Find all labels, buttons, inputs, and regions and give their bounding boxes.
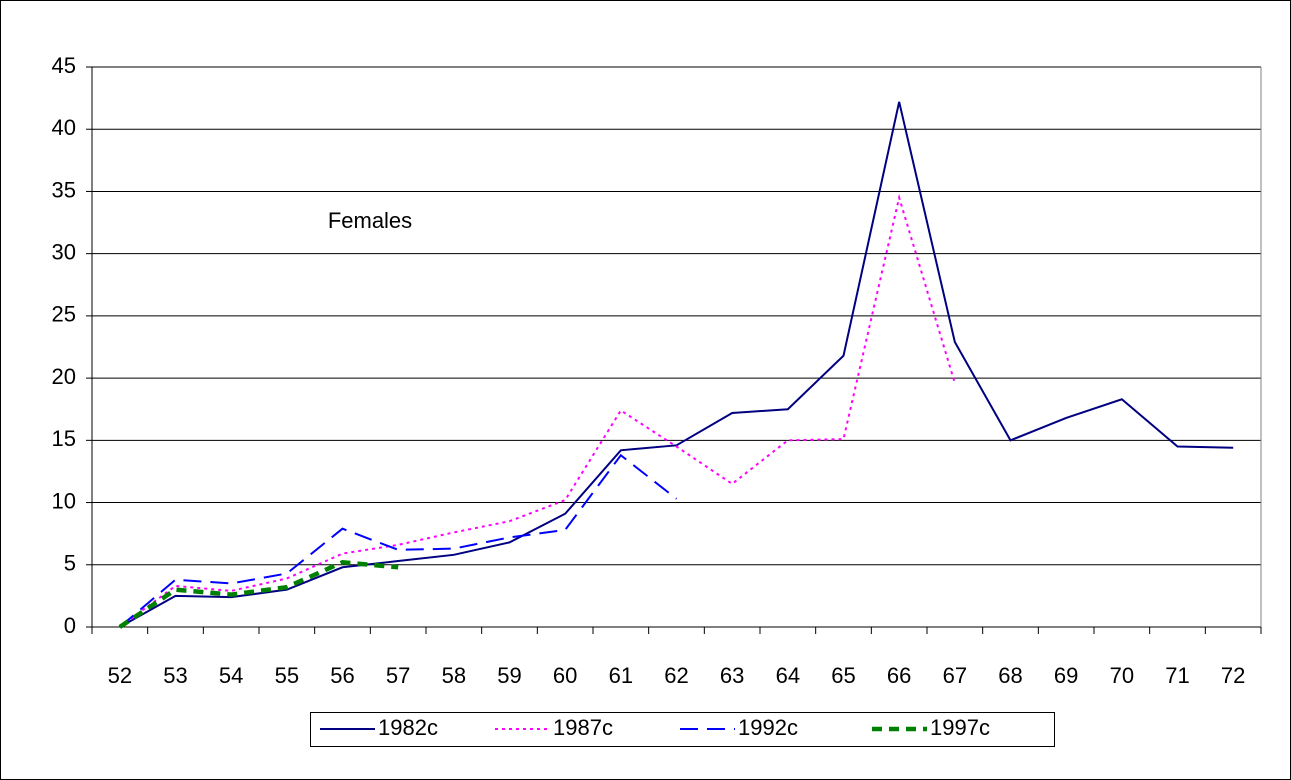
- legend-box: [310, 712, 1055, 747]
- x-tick-label: 72: [1221, 663, 1245, 688]
- x-tick-label: 60: [553, 663, 577, 688]
- x-tick-label: 56: [330, 663, 354, 688]
- x-tick-label: 65: [831, 663, 855, 688]
- x-tick-label: 64: [776, 663, 800, 688]
- x-tick-label: 55: [275, 663, 299, 688]
- y-tick-label: 35: [52, 177, 76, 202]
- x-tick-label: 59: [497, 663, 521, 688]
- y-tick-label: 10: [52, 488, 76, 513]
- x-tick-label: 58: [442, 663, 466, 688]
- x-tick-label: 71: [1165, 663, 1189, 688]
- y-tick-label: 15: [52, 426, 76, 451]
- legend-label: 1992c: [738, 715, 798, 740]
- series-line: [119, 193, 956, 628]
- x-tick-label: 66: [887, 663, 911, 688]
- x-tick-label: 70: [1110, 663, 1134, 688]
- series-line: [119, 101, 1234, 628]
- x-tick-label: 67: [943, 663, 967, 688]
- y-tick-label: 40: [52, 115, 76, 140]
- x-tick-label: 63: [720, 663, 744, 688]
- x-tick-label: 57: [386, 663, 410, 688]
- y-tick-label: 25: [52, 302, 76, 327]
- x-tick-label: 52: [108, 663, 132, 688]
- y-tick-label: 0: [64, 613, 76, 638]
- series-line: [119, 453, 678, 628]
- x-tick-label: 69: [1054, 663, 1078, 688]
- y-tick-label: 30: [52, 239, 76, 264]
- x-tick-label: 68: [998, 663, 1022, 688]
- x-tick-label: 53: [163, 663, 187, 688]
- legend-label: 1997c: [930, 715, 990, 740]
- y-tick-label: 45: [52, 53, 76, 78]
- x-tick-label: 62: [664, 663, 688, 688]
- x-tick-label: 54: [219, 663, 243, 688]
- y-tick-label: 5: [64, 551, 76, 576]
- legend-label: 1987c: [553, 715, 613, 740]
- series-line: [118, 559, 399, 629]
- x-tick-label: 61: [609, 663, 633, 688]
- legend-label: 1982c: [378, 715, 438, 740]
- annotation: Females: [328, 208, 412, 233]
- y-tick-label: 20: [52, 364, 76, 389]
